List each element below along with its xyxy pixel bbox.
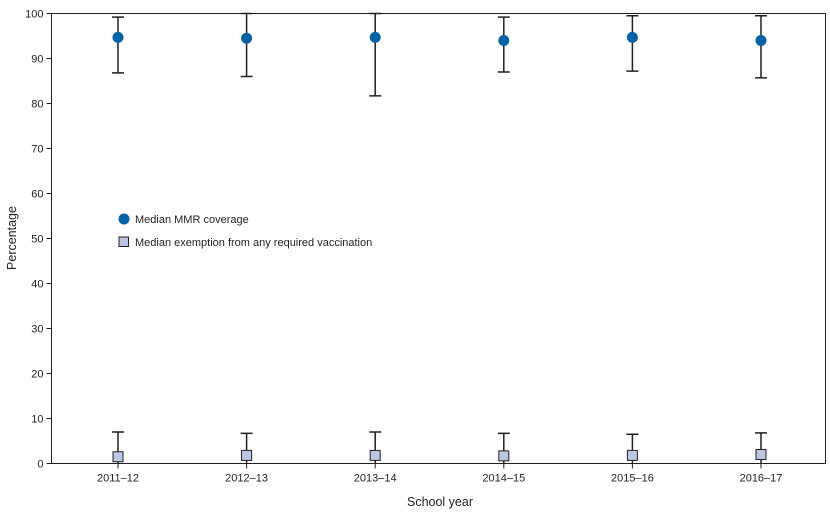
x-tick-label: 2013–14 (354, 473, 397, 485)
data-point (369, 449, 381, 461)
y-tick-label: 20 (31, 369, 43, 381)
legend-label-exemption: Median exemption from any required vacci… (135, 237, 372, 249)
legend: Median MMR coverage Median exemption fro… (118, 213, 372, 249)
y-tick-label: 10 (31, 414, 43, 426)
data-point (626, 31, 638, 43)
legend-marker-mmr (118, 213, 130, 225)
data-point (112, 31, 124, 43)
data-point (112, 451, 124, 463)
y-axis-title: Percentage (5, 206, 19, 270)
x-tick-label: 2016–17 (740, 473, 783, 485)
data-point (498, 450, 510, 462)
y-tick-label: 50 (31, 234, 43, 246)
data-point (241, 32, 253, 44)
x-axis: 2011–12 2012–13 2013–14 2014–15 2015–16 2016–… (97, 463, 783, 485)
data-point (241, 449, 253, 461)
x-tick-label: 2014–15 (482, 473, 525, 485)
y-axis: 0 10 20 30 40 50 60 70 80 90 100 (25, 9, 52, 471)
y-tick-label: 60 (31, 189, 43, 201)
series-layer (112, 12, 767, 464)
series-0 (112, 12, 767, 97)
series-1 (112, 431, 767, 464)
data-point (755, 35, 767, 46)
x-axis-title: School year (407, 495, 473, 509)
data-point (626, 449, 638, 461)
y-tick-label: 90 (31, 54, 43, 66)
y-tick-label: 80 (31, 99, 43, 111)
y-tick-label: 100 (25, 9, 43, 21)
y-tick-label: 70 (31, 144, 43, 156)
legend-label-mmr: Median MMR coverage (135, 214, 249, 226)
legend-marker-exemption (118, 236, 129, 247)
data-point (369, 31, 381, 43)
data-point (755, 449, 767, 460)
y-tick-label: 0 (37, 459, 43, 471)
x-tick-label: 2011–12 (97, 473, 139, 485)
x-tick-label: 2015–16 (611, 473, 654, 485)
y-tick-label: 30 (31, 324, 43, 336)
data-point (498, 35, 510, 46)
x-tick-label: 2012–13 (225, 473, 268, 485)
y-tick-label: 40 (31, 279, 43, 291)
